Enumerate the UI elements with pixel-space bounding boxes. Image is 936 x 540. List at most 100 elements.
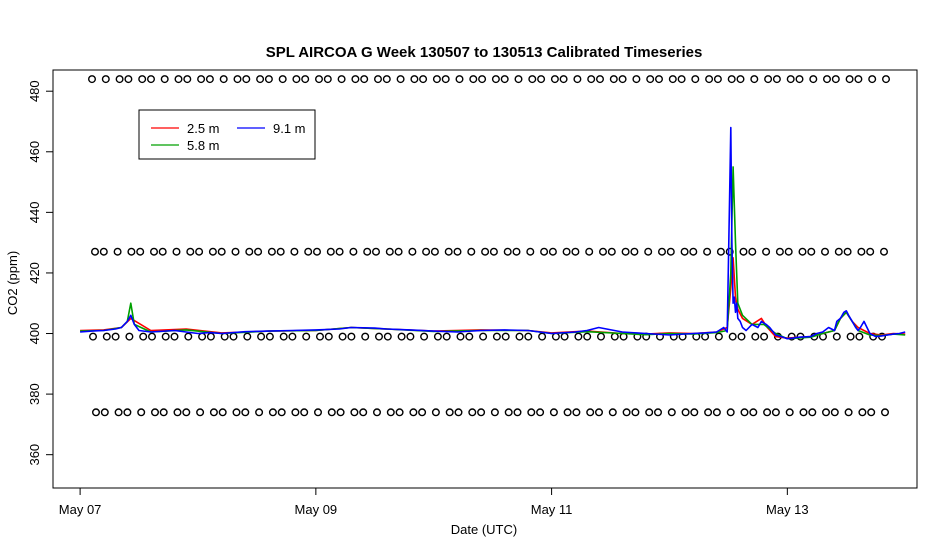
calibration-point [277, 408, 286, 417]
calibration-point [254, 247, 263, 256]
calibration-point [195, 247, 204, 256]
calibration-point [301, 75, 310, 84]
calibration-point [762, 247, 771, 256]
calibration-point [689, 247, 698, 256]
calibration-point [807, 247, 816, 256]
y-axis: 360 380 400 420 440 460 480 [27, 80, 53, 466]
calibration-point [668, 75, 677, 84]
calibration-point [467, 247, 476, 256]
calibration-point [621, 247, 630, 256]
calibration-point [410, 75, 419, 84]
calibration-point [563, 408, 572, 417]
chart-title: SPL AIRCOA G Week 130507 to 130513 Calib… [266, 44, 703, 61]
calibration-point [315, 75, 324, 84]
calibration-point [150, 408, 159, 417]
calibration-point [481, 247, 490, 256]
y-tick-label: 440 [27, 202, 42, 224]
calibration-point [431, 408, 440, 417]
calibration-point [704, 408, 713, 417]
calibration-point [846, 332, 855, 341]
calibration-point [360, 75, 369, 84]
calibration-point [161, 332, 170, 341]
calibration-point [125, 332, 134, 341]
calibration-point [585, 247, 594, 256]
calibration-point [526, 247, 535, 256]
calibration-point [88, 332, 97, 341]
calibration-point [304, 247, 313, 256]
calibration-point [489, 247, 498, 256]
calibration-point [784, 247, 793, 256]
calibration-point [712, 408, 721, 417]
calibration-point [631, 408, 640, 417]
calibration-point [808, 408, 817, 417]
calibration-point [727, 75, 736, 84]
calibration-point [149, 247, 158, 256]
calibration-point [139, 332, 148, 341]
calibration-point [323, 75, 332, 84]
calibration-point [233, 75, 242, 84]
calibration-point [596, 75, 605, 84]
calibration-point [372, 247, 381, 256]
calibration-point [799, 408, 808, 417]
calibration-point [337, 75, 346, 84]
calibration-point [174, 75, 183, 84]
calibration-point [763, 408, 772, 417]
calibration-point [716, 247, 725, 256]
calibration-point [351, 75, 360, 84]
calibration-point [159, 408, 168, 417]
series-line-2-5-m [80, 256, 906, 339]
calibration-point [857, 247, 866, 256]
calibration-point [160, 75, 169, 84]
calibration-point [795, 75, 804, 84]
calibration-point [374, 75, 383, 84]
calibration-point [123, 408, 132, 417]
calibration-point [550, 75, 559, 84]
calibration-point [821, 247, 830, 256]
calibration-point [705, 75, 714, 84]
calibration-point [385, 247, 394, 256]
calibration-point [477, 408, 486, 417]
series-lines [80, 126, 906, 340]
y-tick-label: 360 [27, 444, 42, 466]
calibration-point [205, 75, 214, 84]
calibration-point [335, 247, 344, 256]
calibration-point [196, 408, 205, 417]
calibration-point [681, 408, 690, 417]
calibration-point [491, 75, 500, 84]
calibration-point [100, 408, 109, 417]
calibration-point [265, 332, 274, 341]
calibration-point [630, 247, 639, 256]
y-tick-label: 480 [27, 80, 42, 102]
y-tick-label: 400 [27, 323, 42, 345]
calibration-point [666, 247, 675, 256]
calibration-point [209, 408, 218, 417]
calibration-point [87, 75, 96, 84]
calibration-point [136, 247, 145, 256]
calibration-point [749, 408, 758, 417]
x-tick-label: May 11 [531, 502, 573, 517]
legend-label: 9.1 m [273, 121, 306, 136]
calibration-point [243, 332, 252, 341]
calibration-point [396, 75, 405, 84]
calibration-point [845, 75, 854, 84]
calibration-point [646, 75, 655, 84]
calibration-point [586, 408, 595, 417]
calibration-point [771, 408, 780, 417]
calibration-point [536, 408, 545, 417]
calibration-point [420, 332, 429, 341]
calibration-point [618, 75, 627, 84]
calibration-point [645, 408, 654, 417]
calibration-point [701, 332, 710, 341]
calibration-point [714, 332, 723, 341]
calibration-point [654, 408, 663, 417]
calibration-point [208, 247, 217, 256]
calibration-point [220, 332, 229, 341]
calibration-point [409, 408, 418, 417]
calibration-point [504, 408, 513, 417]
calibration-point [514, 75, 523, 84]
calibration-point [607, 247, 616, 256]
calibration-point [338, 332, 347, 341]
calibration-point [99, 247, 108, 256]
calibration-point [764, 75, 773, 84]
calibration-point [197, 75, 206, 84]
